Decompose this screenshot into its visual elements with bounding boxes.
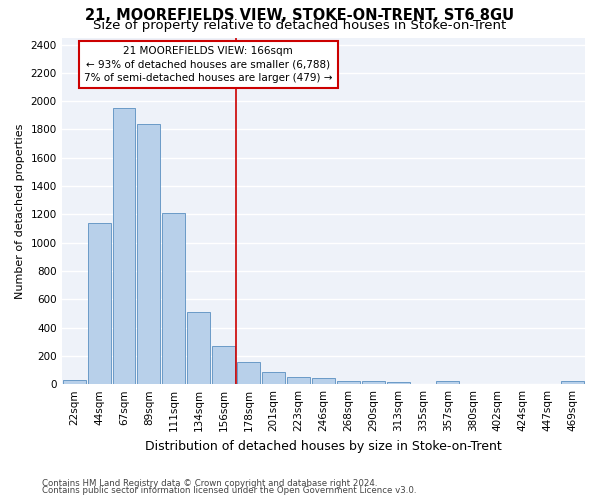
Bar (561, 382, 584, 384)
Text: Contains HM Land Registry data © Crown copyright and database right 2024.: Contains HM Land Registry data © Crown c… (42, 478, 377, 488)
Bar (362, 381, 385, 384)
Bar (386, 382, 410, 384)
Bar (212, 346, 235, 384)
Bar (137, 124, 160, 384)
Bar (436, 382, 460, 384)
Bar (237, 362, 260, 384)
Bar (113, 108, 136, 384)
Bar (62, 380, 86, 384)
Text: Contains public sector information licensed under the Open Government Licence v3: Contains public sector information licen… (42, 486, 416, 495)
Bar (163, 213, 185, 384)
Bar (187, 312, 210, 384)
Bar (312, 378, 335, 384)
Bar (337, 382, 360, 384)
Text: Size of property relative to detached houses in Stoke-on-Trent: Size of property relative to detached ho… (94, 18, 506, 32)
Text: 21 MOOREFIELDS VIEW: 166sqm
← 93% of detached houses are smaller (6,788)
7% of s: 21 MOOREFIELDS VIEW: 166sqm ← 93% of det… (84, 46, 332, 82)
Bar (262, 372, 285, 384)
Text: 21, MOOREFIELDS VIEW, STOKE-ON-TRENT, ST6 8GU: 21, MOOREFIELDS VIEW, STOKE-ON-TRENT, ST… (85, 8, 515, 22)
X-axis label: Distribution of detached houses by size in Stoke-on-Trent: Distribution of detached houses by size … (145, 440, 502, 452)
Y-axis label: Number of detached properties: Number of detached properties (15, 123, 25, 298)
Bar (88, 223, 110, 384)
Bar (287, 377, 310, 384)
